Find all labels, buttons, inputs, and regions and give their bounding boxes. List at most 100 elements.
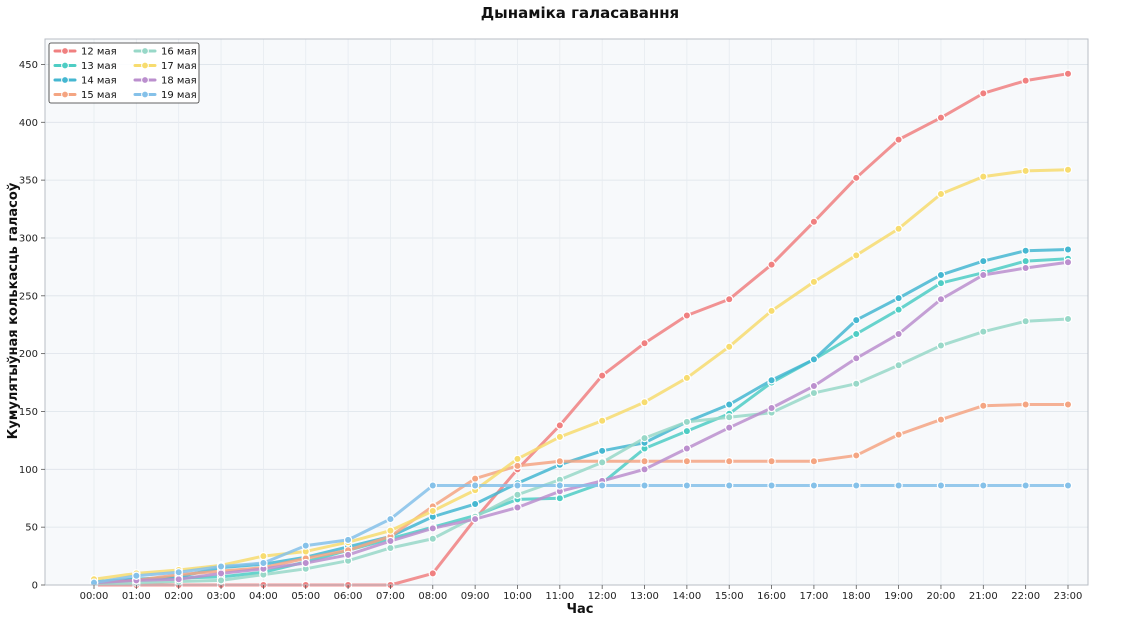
series-line-7 [92,484,1070,585]
data-point-4 [894,361,903,370]
data-point-6 [386,536,395,546]
legend-label-6: 18 мая [161,76,197,87]
x-tick-label: 23:00 [1054,591,1083,602]
data-point-4 [1063,314,1073,324]
y-tick-label: 100 [19,465,38,476]
data-point-6 [513,503,522,512]
y-axis-label: Кумулятыўная колькасць галасоў [6,182,21,439]
data-point-2 [767,376,776,385]
data-point-4 [682,417,692,427]
data-point-6 [301,558,310,568]
x-tick-label: 21:00 [969,591,998,602]
data-point-1 [555,494,565,503]
x-tick-label: 14:00 [672,591,701,602]
data-point-5 [1021,166,1030,176]
data-point-3 [979,401,988,410]
data-point-6 [725,423,734,432]
x-tick-label: 05:00 [291,591,320,602]
data-point-3 [1063,400,1073,409]
data-point-1 [1021,256,1030,266]
data-point-2 [936,270,946,280]
data-point-0 [852,173,861,183]
data-point-4 [216,576,226,585]
x-tick-label: 01:00 [122,591,151,602]
data-point-7 [936,481,946,490]
legend-marker-7 [141,90,149,99]
data-point-2 [1021,246,1030,255]
x-tick-label: 13:00 [630,591,659,602]
data-point-6 [1063,258,1073,267]
data-point-0 [979,89,988,98]
data-point-4 [936,341,946,350]
data-point-3 [555,457,565,466]
data-point-5 [894,224,903,233]
data-point-7 [809,481,819,490]
data-point-6 [852,354,861,363]
legend-label-3: 15 мая [81,90,117,101]
data-point-5 [936,189,946,199]
data-point-3 [513,461,522,471]
y-tick-label: 350 [19,176,38,187]
data-point-6 [894,329,903,339]
data-point-7 [301,541,310,550]
data-point-6 [979,270,988,280]
data-point-1 [894,305,903,314]
x-tick-label: 09:00 [461,591,490,602]
data-point-5 [809,277,819,287]
data-point-3 [682,457,692,466]
data-point-0 [725,295,734,304]
legend-marker-3 [61,90,69,99]
data-point-5 [386,526,395,535]
legend-marker-0 [61,47,69,55]
data-point-0 [640,339,649,348]
y-tick-label: 150 [19,407,38,418]
x-tick-label: 17:00 [799,591,828,602]
legend-label-2: 14 мая [81,76,117,87]
x-tick-label: 02:00 [164,591,193,602]
x-tick-label: 20:00 [927,591,956,602]
data-point-7 [343,535,353,545]
x-tick-label: 03:00 [207,591,236,602]
data-point-7 [725,481,734,490]
x-tick-label: 15:00 [715,591,744,602]
x-tick-label: 06:00 [334,591,363,602]
data-point-6 [640,465,649,474]
y-tick-label: 250 [19,291,38,302]
data-point-0 [894,135,903,144]
data-point-5 [852,251,861,260]
data-point-7 [979,481,988,490]
data-point-7 [597,481,607,490]
x-tick-label: 04:00 [249,591,278,602]
data-point-5 [725,342,734,351]
data-point-3 [1021,400,1030,409]
data-point-4 [386,543,395,553]
data-point-5 [259,551,268,561]
data-point-6 [470,514,480,524]
legend-label-1: 13 мая [81,61,117,72]
data-point-1 [682,426,692,436]
data-point-7 [767,481,776,490]
legend-label-7: 19 мая [161,90,197,101]
data-point-5 [555,432,565,442]
data-point-2 [725,400,734,409]
data-point-3 [936,415,946,424]
data-point-4 [1021,317,1030,326]
series-line-1 [92,257,1070,584]
y-tick-label: 400 [19,118,38,129]
x-tick-label: 11:00 [545,591,574,602]
y-tick-label: 200 [19,349,38,360]
legend-label-4: 16 мая [161,47,197,58]
data-point-4 [640,433,649,443]
y-tick-label: 300 [19,233,38,244]
y-tick-label: 50 [25,523,38,534]
data-point-0 [1063,69,1073,78]
data-point-3 [725,457,734,466]
legend-marker-5 [141,61,149,70]
data-point-4 [597,458,607,467]
data-point-7 [852,481,861,490]
data-point-5 [979,172,988,181]
data-point-4 [979,327,988,336]
data-point-4 [513,490,522,499]
